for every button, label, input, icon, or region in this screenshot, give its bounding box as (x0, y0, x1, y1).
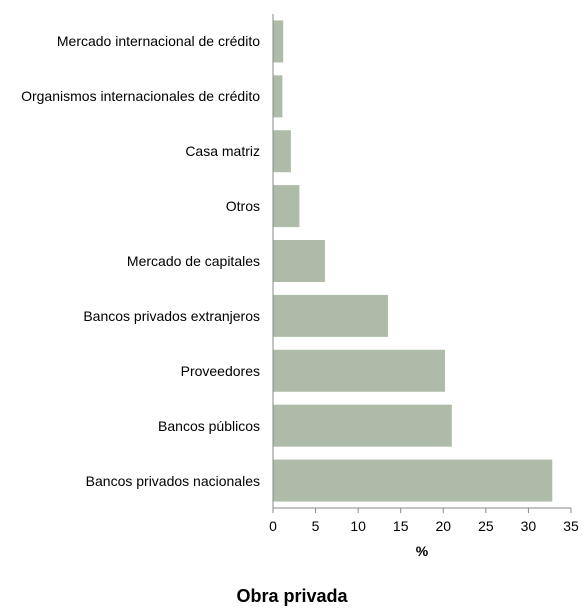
bar (273, 459, 553, 502)
y-tick-label: Mercado internacional de crédito (56, 33, 260, 50)
bar (273, 20, 284, 63)
y-tick-label: Mercado de capitales (126, 253, 260, 269)
x-tick-label: 25 (478, 518, 494, 534)
x-tick-label: 10 (350, 518, 366, 534)
y-tick-label: Otros (225, 198, 260, 215)
y-tick-label: Proveedores (180, 362, 260, 379)
y-tick-label: Organismos internacionales de crédito (21, 88, 260, 105)
y-tick-label: Casa matriz (185, 143, 260, 160)
x-axis-label: % (416, 543, 429, 559)
x-tick-label: 0 (269, 518, 277, 534)
y-tick-label: Bancos públicos (158, 417, 260, 434)
y-tick-label: Bancos privados extranjeros (83, 307, 260, 324)
x-tick-label: 30 (521, 518, 537, 534)
x-tick-label: 35 (563, 518, 579, 534)
bar (273, 185, 300, 228)
chart-title: Obra privada (236, 586, 348, 606)
y-tick-label: Bancos privados nacionales (85, 472, 260, 489)
bar (273, 294, 388, 337)
x-tick-label: 20 (435, 518, 451, 534)
bar (273, 75, 283, 118)
bar (273, 349, 445, 392)
bar (273, 130, 291, 173)
x-tick-label: 15 (393, 518, 409, 534)
bar (273, 240, 325, 282)
x-tick-label: 5 (312, 518, 320, 534)
bar (273, 404, 452, 447)
